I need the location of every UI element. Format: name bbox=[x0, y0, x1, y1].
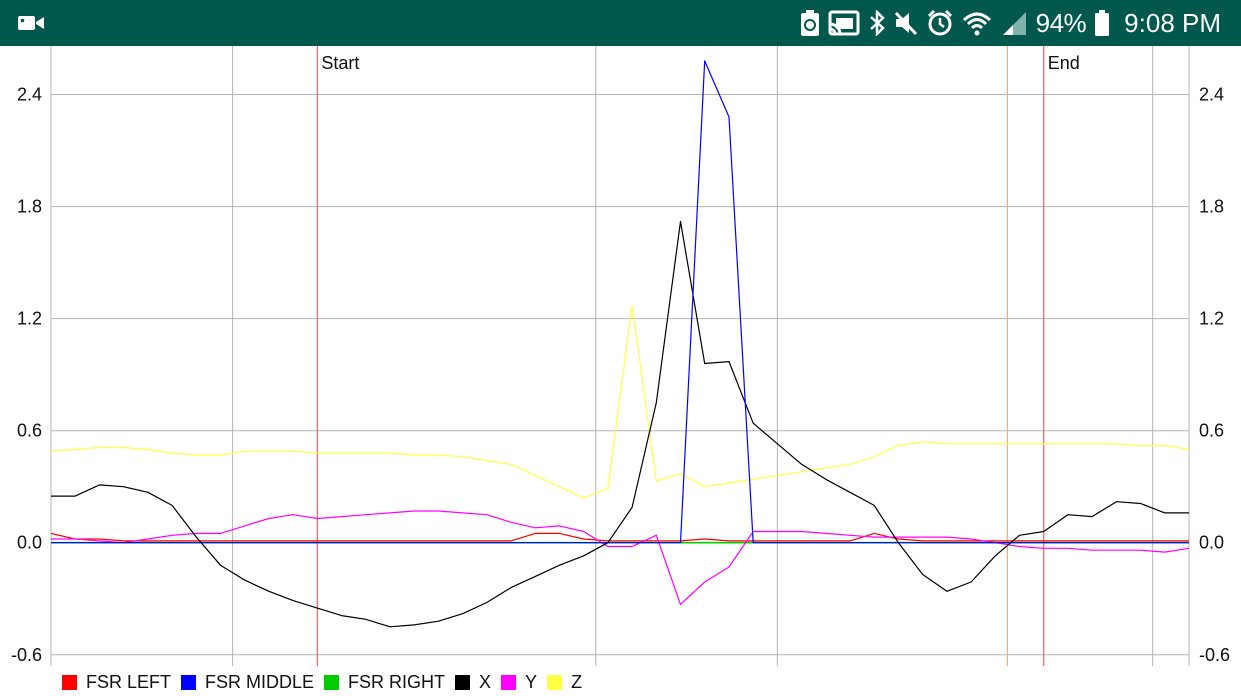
cellular-signal-icon bbox=[1001, 10, 1027, 36]
battery-percent-text: 94% bbox=[1035, 7, 1087, 38]
y-tick-right-3: 0.6 bbox=[1199, 421, 1224, 441]
y-tick-right-2: 1.2 bbox=[1199, 309, 1224, 329]
series-line-x bbox=[51, 220, 1189, 628]
battery-icon bbox=[1095, 10, 1110, 36]
legend-item: FSR RIGHT bbox=[324, 672, 445, 693]
legend-swatch bbox=[547, 674, 563, 690]
series-line-fsr-left bbox=[50, 532, 1189, 542]
series-line-fsr-middle bbox=[51, 60, 1189, 544]
series-line-z bbox=[50, 305, 1190, 499]
y-tick-right-4: 0.0 bbox=[1199, 533, 1224, 553]
marker-lines: Start End bbox=[316, 46, 1080, 666]
legend-label: FSR RIGHT bbox=[348, 671, 446, 692]
y-tick-right-5: -0.6 bbox=[1199, 645, 1230, 665]
status-left-icons bbox=[18, 13, 44, 38]
clock-text: 9:08 PM bbox=[1124, 7, 1221, 38]
y-tick-left-1: 1.8 bbox=[17, 197, 42, 217]
legend-item: Z bbox=[547, 672, 582, 693]
bluetooth-icon bbox=[869, 10, 885, 36]
y-axis-ticks: 2.4 2.4 1.8 1.8 1.2 1.2 0.6 0.6 0.0 0.0 -0.6 -0.6 bbox=[11, 85, 1230, 665]
legend: FSR LEFT FSR MIDDLE FSR RIGHT X Y Z bbox=[62, 670, 592, 694]
legend-label: FSR LEFT bbox=[86, 671, 172, 692]
grid bbox=[50, 46, 1190, 666]
legend-label: Z bbox=[571, 671, 583, 692]
wifi-icon bbox=[962, 10, 992, 36]
marker-label-0: Start bbox=[321, 53, 359, 73]
legend-label: Y bbox=[525, 671, 538, 692]
legend-swatch bbox=[62, 674, 77, 690]
legend-item: FSR MIDDLE bbox=[181, 672, 314, 693]
y-tick-left-3: 0.6 bbox=[17, 421, 42, 441]
legend-swatch bbox=[181, 674, 197, 690]
legend-label: FSR MIDDLE bbox=[205, 671, 315, 692]
y-tick-left-4: 0.0 bbox=[17, 533, 42, 553]
y-tick-left-2: 1.2 bbox=[17, 309, 42, 329]
video-camera-icon bbox=[18, 16, 44, 37]
series-line-y bbox=[51, 510, 1190, 606]
y-tick-right-0: 2.4 bbox=[1199, 85, 1224, 105]
legend-item: X bbox=[455, 672, 491, 693]
status-bar: 94% 9:08 PM bbox=[0, 0, 1241, 46]
status-right-icons: 94% 9:08 PM bbox=[800, 0, 1221, 46]
chart-area: Start End 2.4 2.4 1.8 1.8 1.2 1.2 0.6 0.6 0.0 0.0 -… bbox=[0, 46, 1241, 696]
mute-icon bbox=[894, 10, 918, 36]
marker-label-2: End bbox=[1048, 53, 1080, 73]
y-tick-right-1: 1.8 bbox=[1199, 197, 1224, 217]
battery-saver-icon bbox=[800, 10, 819, 36]
series-lines bbox=[50, 60, 1190, 628]
legend-item: Y bbox=[501, 672, 537, 693]
line-chart: Start End 2.4 2.4 1.8 1.8 1.2 1.2 0.6 0.6 0.0 0.0 -… bbox=[11, 46, 1230, 666]
alarm-icon bbox=[927, 10, 953, 36]
cast-icon bbox=[828, 10, 860, 36]
legend-item: FSR LEFT bbox=[62, 672, 171, 693]
y-tick-left-0: 2.4 bbox=[17, 85, 42, 105]
legend-swatch bbox=[324, 674, 340, 690]
legend-swatch bbox=[455, 674, 471, 690]
legend-swatch bbox=[501, 674, 517, 690]
y-tick-left-5: -0.6 bbox=[11, 645, 42, 665]
legend-label: X bbox=[479, 671, 492, 692]
